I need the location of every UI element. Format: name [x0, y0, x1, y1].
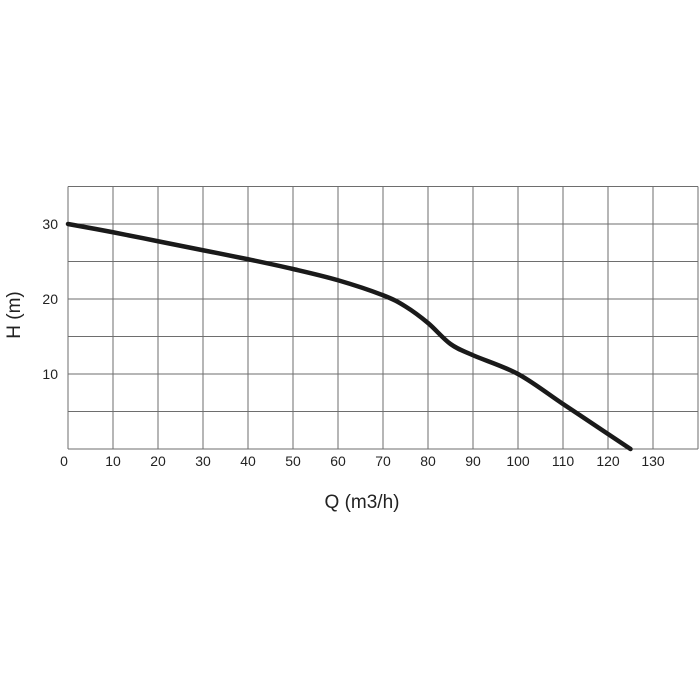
x-tick-label: 60	[330, 453, 346, 469]
y-axis-label: H (m)	[4, 291, 25, 338]
y-tick-label: 30	[42, 216, 58, 232]
x-tick-label: 50	[285, 453, 301, 469]
y-tick-label: 20	[42, 291, 58, 307]
series-line	[65, 221, 633, 452]
x-tick-label: 110	[552, 453, 575, 469]
x-axis-label: Q (m3/h)	[325, 492, 400, 513]
x-tick-label: 100	[506, 453, 530, 469]
x-tick-label: 30	[195, 453, 211, 469]
x-tick-label: 130	[641, 453, 665, 469]
curve-group	[65, 221, 633, 452]
x-tick-label: 10	[105, 453, 121, 469]
x-tick-labels: 0 10 20 30 40 50 60 70 80 90 100 110 120 130	[60, 453, 665, 469]
x-tick-label: 0	[60, 453, 68, 469]
y-tick-label: 10	[42, 366, 58, 382]
x-tick-label: 20	[150, 453, 166, 469]
grid	[67, 186, 699, 450]
x-tick-label: 40	[240, 453, 256, 469]
x-tick-label: 120	[596, 453, 620, 469]
x-tick-label: 90	[465, 453, 481, 469]
y-tick-labels: 10 20 30	[42, 216, 58, 382]
x-tick-label: 80	[420, 453, 436, 469]
x-tick-label: 70	[375, 453, 391, 469]
